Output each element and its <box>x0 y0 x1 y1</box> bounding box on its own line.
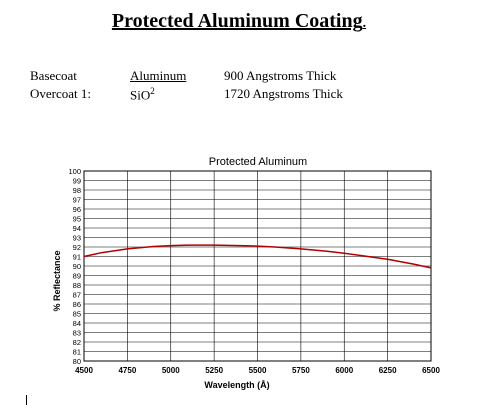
x-tick-label: 4750 <box>118 366 136 375</box>
reflectance-line <box>83 244 432 269</box>
spec-material-base: SiO <box>130 87 151 103</box>
x-tick-labels: 4500 4750 5000 5250 5500 5750 6000 6250 6500 <box>75 366 440 375</box>
y-tick-label: 89 <box>73 272 81 281</box>
y-tick-label: 95 <box>73 215 81 224</box>
plot-frame <box>83 170 432 362</box>
text-cursor <box>26 395 27 405</box>
y-axis-label: % Reflectance <box>52 250 62 311</box>
reflectance-chart: Protected Aluminum 808182838485868788899… <box>52 156 440 390</box>
y-tick-label: 96 <box>73 205 81 214</box>
x-tick-label: 5500 <box>249 366 267 375</box>
x-tick-label: 5000 <box>162 366 180 375</box>
spec-label: Overcoat 1: <box>30 86 92 101</box>
x-axis-label: Wavelength (Å) <box>204 380 269 390</box>
y-tick-label: 83 <box>73 329 81 338</box>
chart-grid <box>83 170 432 362</box>
y-tick-label: 80 <box>73 357 81 366</box>
spec-label: Basecoat <box>30 68 77 83</box>
spec-material: Aluminum <box>130 68 187 83</box>
y-tick-label: 90 <box>73 262 81 271</box>
y-tick-label: 99 <box>73 177 81 186</box>
document-title-text: Protected Aluminum Coating <box>111 10 363 32</box>
y-tick-label: 81 <box>73 348 81 357</box>
y-tick-label: 91 <box>73 253 81 262</box>
document-title-suffix: . <box>362 16 367 31</box>
spec-material-superscript: 2 <box>150 86 155 96</box>
x-tick-label: 4500 <box>75 366 93 375</box>
y-tick-label: 98 <box>73 186 81 195</box>
y-tick-label: 87 <box>73 291 81 300</box>
x-tick-label: 5750 <box>292 366 310 375</box>
x-tick-label: 6500 <box>422 366 440 375</box>
x-tick-label: 6250 <box>379 366 397 375</box>
spec-thickness: 900 Angstroms Thick <box>224 68 337 83</box>
y-tick-label: 84 <box>73 319 81 328</box>
y-tick-labels: 8081828384858687888990919293949596979899… <box>68 167 81 366</box>
chart-series <box>83 244 432 269</box>
y-tick-label: 92 <box>73 243 81 252</box>
y-tick-label: 88 <box>73 281 81 290</box>
chart-title: Protected Aluminum <box>209 156 307 168</box>
x-tick-label: 5250 <box>205 366 223 375</box>
y-tick-label: 100 <box>68 167 81 176</box>
y-tick-label: 85 <box>73 310 81 319</box>
y-tick-label: 94 <box>73 224 81 233</box>
y-tick-label: 86 <box>73 300 81 309</box>
spec-material: SiO2 <box>130 86 155 103</box>
spec-thickness: 1720 Angstroms Thick <box>224 86 343 101</box>
y-tick-label: 82 <box>73 338 81 347</box>
y-tick-label: 93 <box>73 234 81 243</box>
x-tick-label: 6000 <box>335 366 353 375</box>
document-title: Protected Aluminum Coating. <box>0 10 478 33</box>
y-tick-label: 97 <box>73 196 81 205</box>
